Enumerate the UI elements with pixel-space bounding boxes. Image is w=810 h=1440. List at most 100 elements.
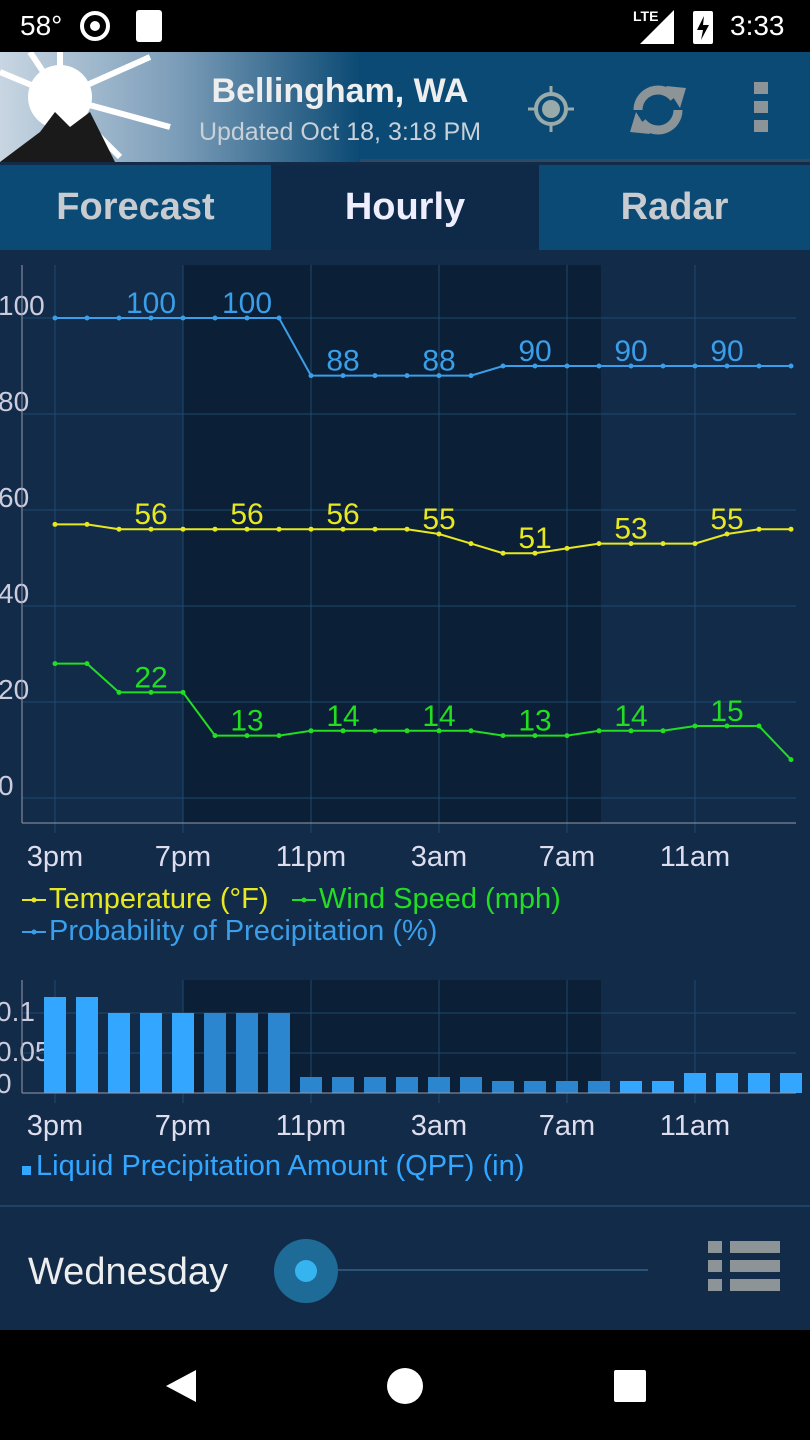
data-point — [404, 728, 410, 734]
precip-bar — [364, 1077, 386, 1093]
home-icon[interactable] — [387, 1368, 423, 1404]
refresh-icon[interactable] — [626, 78, 690, 142]
x-tick-label: 11pm — [276, 841, 346, 873]
data-point — [724, 723, 730, 729]
data-point — [660, 363, 666, 369]
precip-bar — [172, 1013, 194, 1093]
overflow-menu-icon[interactable] — [754, 82, 768, 132]
data-label: 88 — [326, 345, 359, 378]
data-point — [692, 723, 698, 729]
tab-forecast[interactable]: Forecast — [0, 165, 271, 250]
precip-bar — [140, 1013, 162, 1093]
precip-bar — [268, 1013, 290, 1093]
locate-icon[interactable] — [528, 86, 574, 132]
data-point — [340, 373, 346, 379]
x-tick-label: 7pm — [155, 841, 211, 873]
data-point — [468, 728, 474, 734]
series-line-0 — [55, 317, 791, 377]
data-point — [404, 373, 410, 379]
data-point — [52, 661, 58, 667]
day-slider-thumb[interactable] — [274, 1239, 338, 1303]
y-tick-label: 0 — [0, 770, 14, 801]
data-point — [596, 728, 602, 734]
tab-bar: Forecast Hourly Radar — [0, 165, 810, 250]
series-line-2 — [55, 662, 792, 761]
data-point — [308, 373, 314, 379]
precip-bar — [620, 1081, 642, 1093]
data-point — [628, 363, 634, 369]
data-label: 14 — [422, 700, 455, 733]
precip-bar — [108, 1013, 130, 1093]
navigation-bar — [0, 1330, 810, 1440]
data-point — [340, 526, 346, 532]
data-point — [660, 541, 666, 547]
data-label: 56 — [134, 498, 167, 531]
data-point — [468, 541, 474, 547]
precip-bar — [652, 1081, 674, 1093]
status-temperature: 58° — [20, 10, 63, 41]
data-label: 55 — [710, 503, 743, 536]
x-tick-label: 3am — [411, 841, 467, 873]
data-point — [180, 526, 186, 532]
data-label: 53 — [614, 513, 647, 546]
legend-swatch-dot — [301, 897, 307, 903]
data-point — [756, 526, 762, 532]
data-point — [212, 733, 218, 739]
data-point — [308, 728, 314, 734]
y-tick-label: 40 — [0, 578, 29, 609]
precip-bar — [44, 997, 66, 1093]
legend-label: Liquid Precipitation Amount (QPF) (in) — [36, 1150, 524, 1182]
precip-bar-chart: 00.05 0.1 3pm 7pm 11pm 3am 7am 11am Liquid Preci… — [0, 980, 802, 1182]
data-point — [244, 733, 250, 739]
data-point — [148, 689, 154, 695]
data-point — [308, 526, 314, 532]
data-point — [84, 661, 90, 667]
data-point — [52, 315, 58, 321]
tab-hourly[interactable]: Hourly — [271, 165, 539, 250]
data-point — [84, 315, 90, 321]
data-label: 100 — [126, 287, 176, 320]
location-title[interactable]: Bellingham, WA — [211, 72, 469, 110]
data-point — [756, 363, 762, 369]
precip-bar — [588, 1081, 610, 1093]
data-label: 13 — [230, 705, 263, 738]
data-point — [84, 521, 90, 527]
data-point — [436, 728, 442, 734]
network-label: LTE — [633, 8, 659, 24]
day-label: Wednesday — [28, 1251, 228, 1293]
precip-bar — [300, 1077, 322, 1093]
list-view-icon[interactable] — [708, 1241, 780, 1291]
tab-radar[interactable]: Radar — [539, 165, 810, 250]
data-point — [372, 373, 378, 379]
legend-label: Temperature (°F) — [49, 883, 268, 915]
back-icon[interactable] — [162, 1368, 198, 1404]
data-point — [244, 526, 250, 532]
precip-bar — [332, 1077, 354, 1093]
data-point — [500, 363, 506, 369]
data-label: 14 — [614, 700, 647, 733]
legend-swatch-dot — [31, 897, 37, 903]
status-time: 3:33 — [730, 10, 785, 41]
data-point — [788, 757, 794, 763]
data-point — [532, 550, 538, 556]
status-bar: 58° LTE 3:33 — [0, 0, 810, 52]
x-tick-label: 11am — [660, 841, 730, 873]
data-point — [340, 728, 346, 734]
day-slider-track[interactable] — [306, 1269, 648, 1271]
legend-label: Probability of Precipitation (%) — [49, 915, 437, 947]
data-point — [372, 728, 378, 734]
x-tick-label: 11pm — [276, 1110, 346, 1142]
day-selector-bar: Wednesday — [0, 1205, 810, 1330]
series-line-1 — [55, 523, 791, 555]
recents-icon[interactable] — [614, 1370, 646, 1402]
y-tick-label: 80 — [0, 386, 29, 417]
legend-swatch — [22, 1166, 31, 1175]
x-tick-label: 3pm — [27, 1110, 83, 1142]
data-label: 90 — [614, 335, 647, 368]
data-point — [564, 545, 570, 551]
signal-icon — [640, 10, 674, 44]
app-header: Bellingham, WA Updated Oct 18, 3:18 PM — [0, 52, 810, 162]
data-point — [436, 373, 442, 379]
data-point — [212, 315, 218, 321]
